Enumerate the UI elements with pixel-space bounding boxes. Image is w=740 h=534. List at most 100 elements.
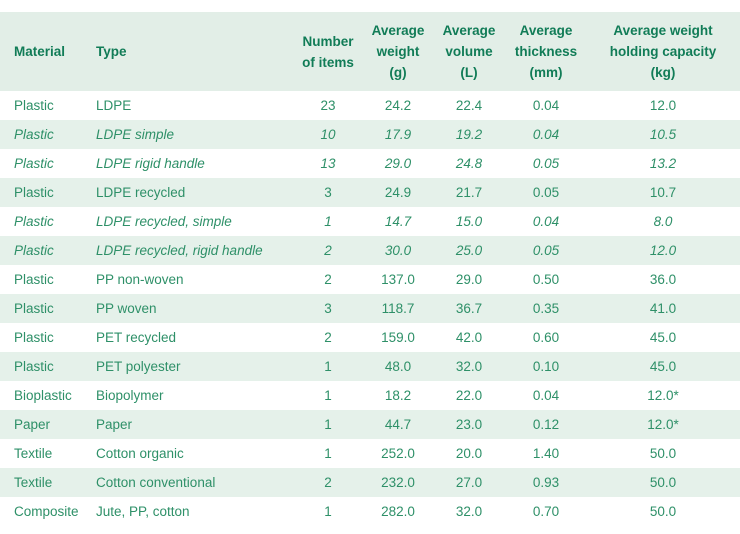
table-row: Plastic LDPE simple 10 17.9 19.2 0.04 10.5	[0, 120, 740, 149]
cell-items: 1	[324, 359, 332, 374]
cell-thickness: 0.50	[532, 272, 560, 287]
table-row: Plastic PP woven 3 118.7 36.7 0.35 41.0	[0, 294, 740, 323]
cell-capacity: 12.0*	[647, 417, 679, 432]
table-row: Composite Jute, PP, cotton 1 282.0 32.0 0.70 5…	[0, 497, 740, 526]
cell-capacity: 50.0	[649, 504, 677, 519]
table-row: Plastic PET recycled 2 159.0 42.0 0.60 45.0	[0, 323, 740, 352]
cell-material: Plastic	[14, 185, 54, 200]
table-row: Plastic PP non-woven 2 137.0 29.0 0.50 36.0	[0, 265, 740, 294]
cell-material: Plastic	[14, 243, 54, 258]
cell-type: LDPE recycled	[96, 185, 186, 200]
cell-weight: 232.0	[381, 475, 415, 490]
cell-type: Paper	[96, 417, 133, 432]
cell-volume: 23.0	[455, 417, 483, 432]
cell-material: Bioplastic	[14, 388, 72, 403]
cell-thickness: 0.93	[532, 475, 560, 490]
cell-material: Plastic	[14, 359, 54, 374]
cell-material: Plastic	[14, 127, 54, 142]
cell-weight: 159.0	[381, 330, 415, 345]
cell-thickness: 0.05	[532, 185, 560, 200]
cell-capacity: 41.0	[649, 301, 677, 316]
cell-volume: 21.7	[455, 185, 483, 200]
table-row: Plastic LDPE recycled, simple 1 14.7 15.0 0.0…	[0, 207, 740, 236]
cell-capacity: 45.0	[649, 330, 677, 345]
cell-capacity: 8.0	[653, 214, 673, 229]
col-header-material: Material	[0, 12, 96, 91]
cell-items: 13	[320, 156, 336, 171]
table-body: Plastic LDPE 23 24.2 22.4 0.04 12.0 Plastic LDPE…	[0, 91, 740, 526]
cell-volume: 32.0	[455, 504, 483, 519]
cell-type: PP non-woven	[96, 272, 184, 287]
cell-weight: 137.0	[381, 272, 415, 287]
cell-volume: 24.8	[455, 156, 483, 171]
cell-thickness: 0.12	[532, 417, 560, 432]
cell-items: 1	[324, 388, 332, 403]
cell-thickness: 0.04	[532, 127, 560, 142]
cell-capacity: 12.0*	[647, 388, 679, 403]
cell-volume: 15.0	[455, 214, 483, 229]
table-row: Plastic LDPE recycled 3 24.9 21.7 0.05 10.7	[0, 178, 740, 207]
top-left-fragment	[0, 12, 9, 19]
cell-items: 2	[324, 475, 332, 490]
cell-type: Cotton organic	[96, 446, 184, 461]
cell-weight: 17.9	[384, 127, 412, 142]
cell-capacity: 50.0	[649, 475, 677, 490]
cell-volume: 32.0	[455, 359, 483, 374]
cell-capacity: 12.0	[649, 243, 677, 258]
cell-type: LDPE recycled, simple	[96, 214, 232, 229]
cell-items: 2	[324, 330, 332, 345]
cell-volume: 27.0	[455, 475, 483, 490]
cell-type: Jute, PP, cotton	[96, 504, 190, 519]
cell-material: Textile	[14, 446, 53, 461]
cell-type: PP woven	[96, 301, 157, 316]
cell-capacity: 12.0	[649, 98, 677, 113]
table-row: Textile Cotton organic 1 252.0 20.0 1.40 50.0	[0, 439, 740, 468]
cell-type: PET recycled	[96, 330, 177, 345]
cell-capacity: 50.0	[649, 446, 677, 461]
cell-items: 23	[320, 98, 336, 113]
cell-capacity: 10.5	[649, 127, 677, 142]
cell-items: 2	[324, 272, 332, 287]
cell-type: LDPE rigid handle	[96, 156, 205, 171]
cell-thickness: 0.60	[532, 330, 560, 345]
cell-items: 1	[324, 214, 332, 229]
cell-weight: 118.7	[381, 301, 415, 316]
cell-thickness: 1.40	[532, 446, 560, 461]
col-header-number-of-items: Number of items	[292, 12, 364, 91]
cell-weight: 24.2	[384, 98, 412, 113]
cell-material: Plastic	[14, 98, 54, 113]
cell-thickness: 0.05	[532, 243, 560, 258]
col-header-type: Type	[96, 12, 292, 91]
cell-thickness: 0.35	[532, 301, 560, 316]
col-header-holding-capacity: Average weight holding capacity (kg)	[586, 12, 740, 91]
cell-items: 1	[324, 504, 332, 519]
col-header-average-thickness: Average thickness (mm)	[506, 12, 586, 91]
cell-type: PET polyester	[96, 359, 181, 374]
cell-thickness: 0.04	[532, 98, 560, 113]
cell-volume: 29.0	[455, 272, 483, 287]
cell-volume: 22.0	[455, 388, 483, 403]
cell-material: Plastic	[14, 272, 54, 287]
col-header-average-volume: Average volume (L)	[432, 12, 506, 91]
cell-volume: 36.7	[455, 301, 483, 316]
cell-type: LDPE	[96, 98, 132, 113]
cell-items: 10	[320, 127, 336, 142]
cell-weight: 282.0	[381, 504, 415, 519]
cell-thickness: 0.10	[532, 359, 560, 374]
table-row: Plastic LDPE 23 24.2 22.4 0.04 12.0	[0, 91, 740, 120]
cell-weight: 44.7	[384, 417, 412, 432]
cell-thickness: 0.04	[532, 214, 560, 229]
cell-material: Plastic	[14, 301, 54, 316]
table-header: Material Type Number of items Average we…	[0, 12, 740, 91]
cell-type: Biopolymer	[96, 388, 164, 403]
header-row: Material Type Number of items Average we…	[0, 12, 740, 91]
cell-capacity: 36.0	[649, 272, 677, 287]
cell-weight: 252.0	[381, 446, 415, 461]
cell-items: 1	[324, 446, 332, 461]
cell-material: Textile	[14, 475, 53, 490]
cell-thickness: 0.04	[532, 388, 560, 403]
cell-type: LDPE recycled, rigid handle	[96, 243, 263, 258]
table-row: Textile Cotton conventional 2 232.0 27.0 0.93…	[0, 468, 740, 497]
cell-weight: 24.9	[384, 185, 412, 200]
table-row: Plastic LDPE recycled, rigid handle 2 30.0 2…	[0, 236, 740, 265]
